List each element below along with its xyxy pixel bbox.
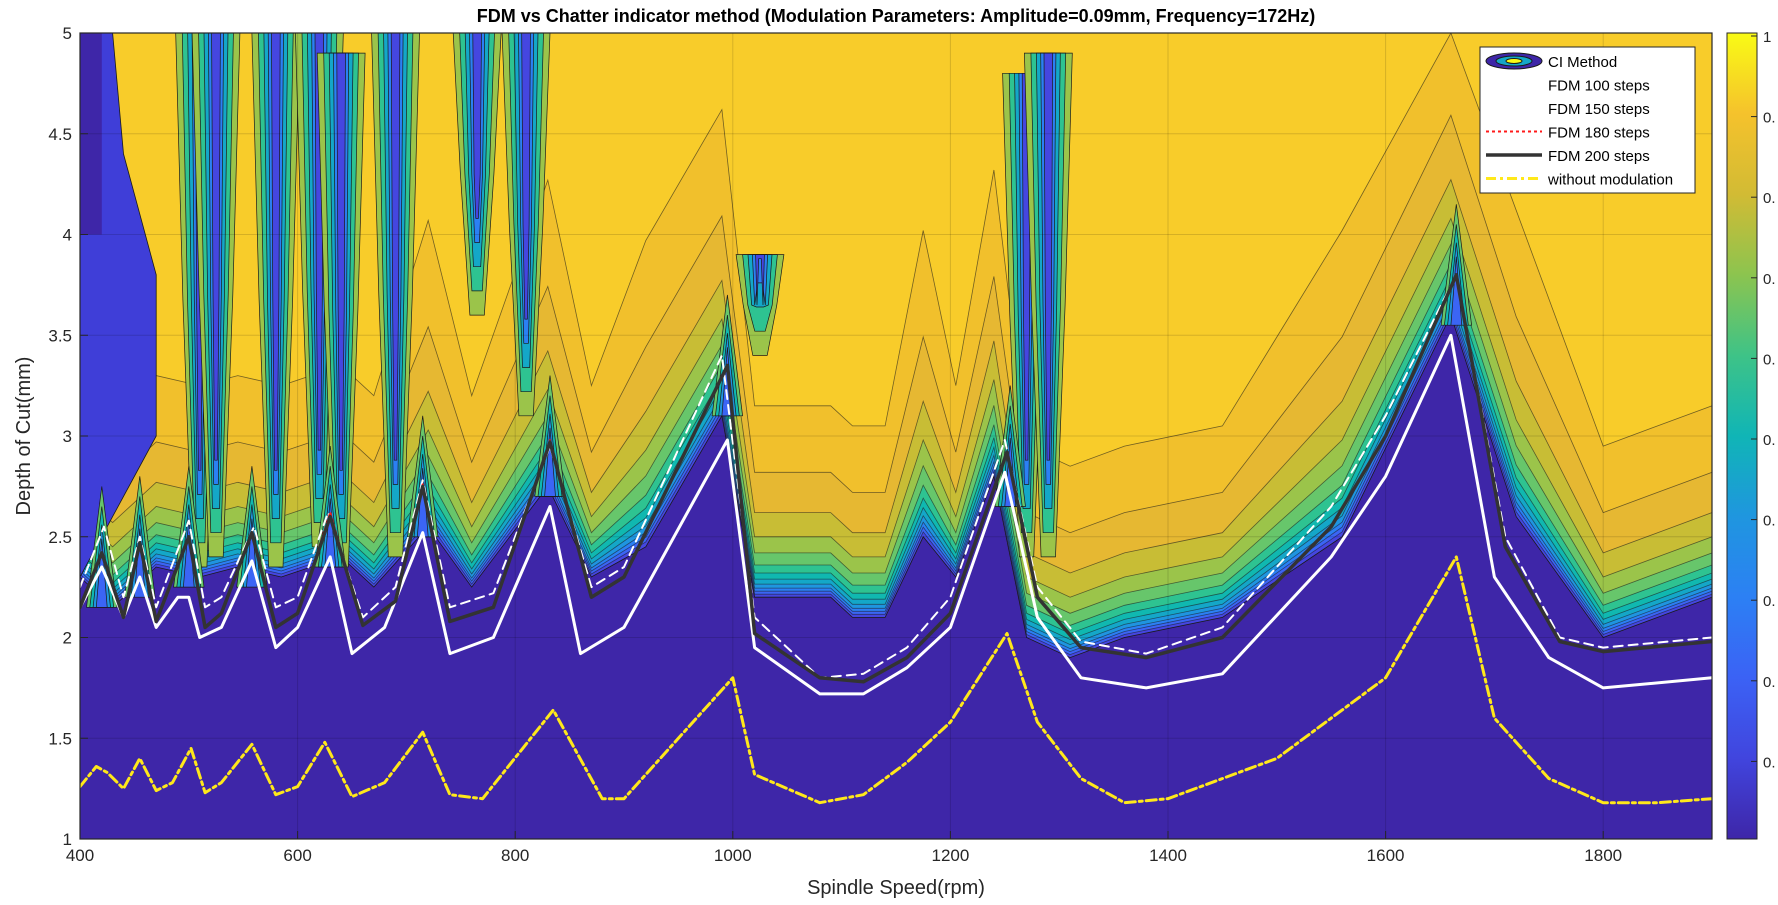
channel-7-level-5 [472, 33, 482, 219]
channel-5-level-5 [336, 52, 346, 471]
channel-11-level-5 [1043, 52, 1054, 461]
series-line-fdm-100-steps [80, 333, 1712, 696]
series-lines [80, 273, 1712, 805]
colorbar: 1 0. 0. 0. 0. 0. 0. 0. 0. 0. [1726, 29, 1776, 840]
x-axis-label: Spindle Speed(rpm) [807, 877, 985, 899]
colorbar-tick-label: 0. [1763, 432, 1776, 449]
series-line-fdm-200-steps [80, 273, 1712, 684]
x-tick-label: 1600 [1367, 846, 1405, 865]
axes: 400 600 800 1000 1200 1400 1600 1800 1 1.5 2 2.5 3 3.… [48, 24, 1713, 865]
colorbar-tick-label: 0. [1763, 110, 1776, 127]
colorbar-tick-label: 1 [1763, 29, 1771, 46]
x-tick-label: 600 [283, 846, 311, 865]
legend-label: FDM 200 steps [1548, 148, 1650, 165]
colorbar-tick-label: 0. [1763, 513, 1776, 530]
colorbar-tick-label: 0. [1763, 674, 1776, 691]
y-tick-label: 4 [63, 226, 72, 245]
legend-label: FDM 150 steps [1548, 101, 1650, 118]
colorbar-gradient [1726, 32, 1758, 840]
y-tick-label: 2.5 [48, 528, 72, 547]
y-tick-label: 3.5 [48, 326, 72, 345]
colorbar-tick-label: 0. [1763, 271, 1776, 288]
lobe-peak-7-band-4 [544, 427, 556, 497]
legend-box [1479, 46, 1696, 194]
channel-6-level-5 [390, 33, 401, 461]
stable-region [80, 314, 1712, 839]
x-tick-label: 400 [66, 846, 94, 865]
x-tick-label: 1200 [931, 846, 969, 865]
x-tick-label: 1400 [1149, 846, 1187, 865]
legend-swatch-contour-inner [1505, 58, 1523, 64]
y-tick-label: 1.5 [48, 729, 72, 748]
series-line-without-modulation [80, 555, 1712, 805]
channel-9-level-5 [755, 254, 765, 306]
stable-strip-edge [80, 33, 102, 235]
channel-2-level-5 [211, 33, 221, 461]
y-tick-label: 3 [63, 427, 72, 446]
x-tick-label: 800 [501, 846, 529, 865]
series-line-fdm-150-steps [80, 273, 1712, 679]
legend-label: FDM 180 steps [1548, 125, 1650, 142]
y-tick-label: 1 [63, 830, 72, 849]
channel-8-level-5 [521, 33, 531, 320]
y-axis-label: Depth of Cut(mm) [13, 357, 35, 516]
lobe-peak-5-band-4 [324, 498, 337, 568]
colorbar-tick-label: 0. [1763, 754, 1776, 771]
colorbar-tick-label: 0. [1763, 593, 1776, 610]
y-tick-label: 2 [63, 629, 72, 648]
channel-3-level-5 [271, 33, 281, 471]
legend: CI Method FDM 100 steps FDM 150 steps FDM 1… [1479, 46, 1696, 194]
y-tick-label: 5 [63, 24, 72, 43]
colorbar-tick-label: 0. [1763, 351, 1776, 368]
legend-label: without modulation [1547, 172, 1673, 189]
legend-label: FDM 100 steps [1548, 78, 1650, 95]
y-tick-label: 4.5 [48, 125, 72, 144]
x-tick-label: 1800 [1584, 846, 1622, 865]
plot-area [80, 33, 1712, 839]
legend-label: CI Method [1548, 54, 1617, 71]
chart-title: FDM vs Chatter indicator method (Modulat… [477, 6, 1316, 26]
colorbar-tick-label: 0. [1763, 190, 1776, 207]
x-tick-label: 1000 [714, 846, 752, 865]
